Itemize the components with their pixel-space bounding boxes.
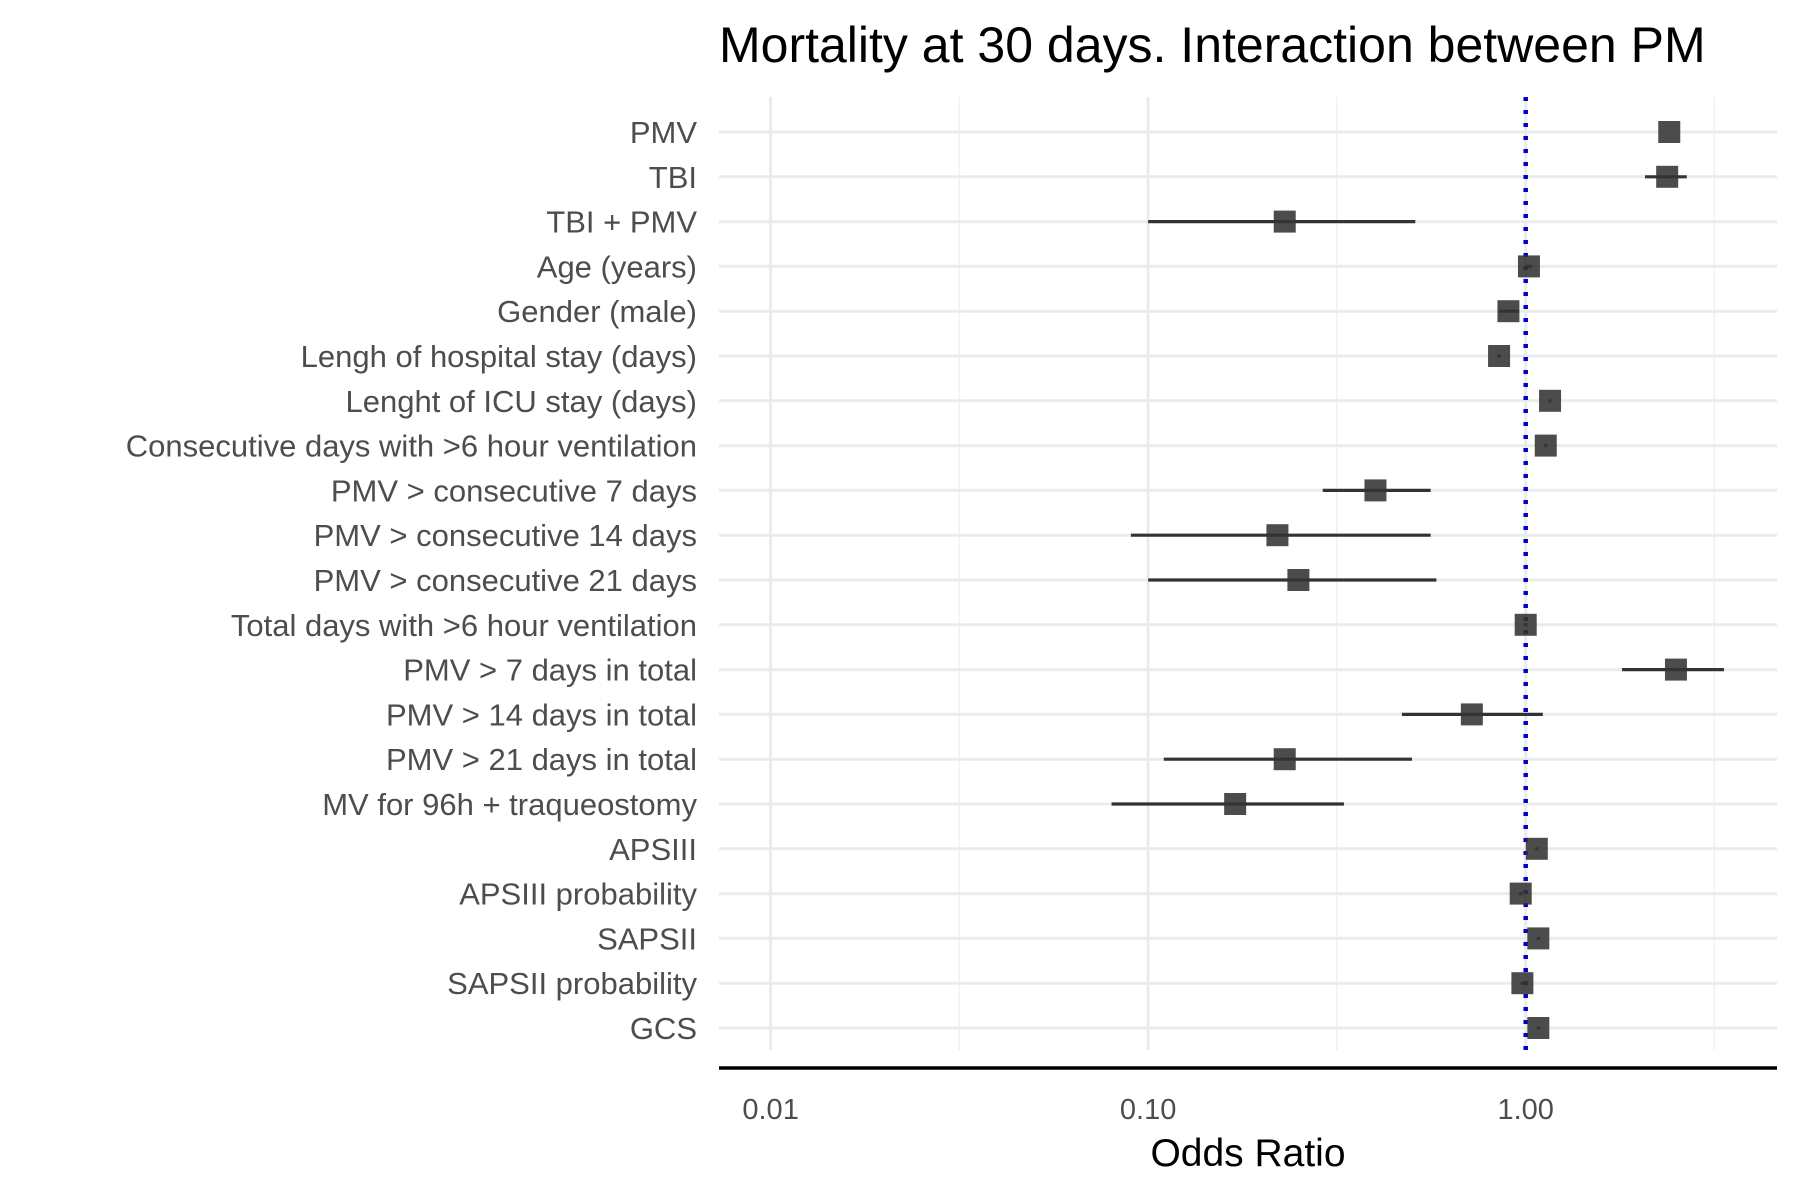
odds-ratio-point (1224, 793, 1247, 815)
odds-ratio-point (1534, 434, 1557, 457)
row-label: TBI + PMV (546, 205, 697, 240)
x-tick-label: 1.00 (1497, 1094, 1553, 1126)
row-label: PMV > 7 days in total (403, 653, 697, 688)
x-tick-labels: 0.01 0.10 1.00 (742, 1094, 1554, 1126)
row-label: Lengh of hospital stay (days) (301, 339, 697, 374)
odds-ratio-point (1539, 389, 1562, 412)
x-tick-label: 0.10 (1120, 1094, 1176, 1126)
row-label: Gender (male) (497, 294, 697, 329)
row-labels: PMV TBI TBI + PMV Age (years) Gender (male) L… (126, 115, 698, 1046)
odds-ratio-point (1287, 569, 1310, 591)
row-label: SAPSII probability (447, 966, 697, 1001)
row-label: PMV > consecutive 7 days (331, 473, 697, 508)
row-label: PMV (630, 115, 698, 150)
marks-layer (1111, 121, 1724, 1039)
odds-ratio-point (1525, 837, 1548, 860)
row-label: Lenght of ICU stay (days) (346, 384, 698, 419)
odds-ratio-point (1273, 210, 1296, 233)
row-label: APSIII probability (459, 877, 697, 912)
odds-ratio-point (1511, 972, 1534, 995)
x-tick-label: 0.01 (742, 1094, 798, 1126)
odds-ratio-point (1364, 479, 1387, 502)
odds-ratio-point (1656, 165, 1679, 188)
row-label: APSIII (609, 832, 697, 867)
row-label: SAPSII (597, 921, 697, 956)
row-label: MV for 96h + traqueostomy (322, 787, 697, 822)
row-label: TBI (649, 160, 697, 195)
row-label: PMV > consecutive 21 days (314, 563, 697, 598)
odds-ratio-point (1527, 1017, 1550, 1039)
row-label: PMV > 21 days in total (386, 742, 697, 777)
odds-ratio-point (1460, 703, 1483, 726)
odds-ratio-point (1266, 524, 1289, 547)
odds-ratio-point (1509, 882, 1532, 905)
row-label: PMV > consecutive 14 days (314, 518, 697, 553)
odds-ratio-point (1664, 658, 1687, 681)
row-label: PMV > 14 days in total (386, 697, 697, 732)
x-axis-title: Odds Ratio (1150, 1132, 1345, 1175)
chart-title: Mortality at 30 days. Interaction betwee… (719, 17, 1706, 73)
row-label: Age (years) (537, 249, 697, 284)
odds-ratio-point (1517, 255, 1540, 278)
row-label: Consecutive days with >6 hour ventilatio… (126, 429, 697, 464)
odds-ratio-point (1273, 748, 1296, 771)
row-label: Total days with >6 hour ventilation (231, 608, 697, 643)
odds-ratio-point (1658, 121, 1681, 143)
odds-ratio-point (1527, 927, 1550, 950)
row-label: GCS (630, 1011, 697, 1046)
odds-ratio-point (1488, 345, 1511, 367)
odds-ratio-point (1514, 613, 1537, 636)
odds-ratio-point (1497, 300, 1520, 323)
grid-layer (719, 97, 1777, 1050)
